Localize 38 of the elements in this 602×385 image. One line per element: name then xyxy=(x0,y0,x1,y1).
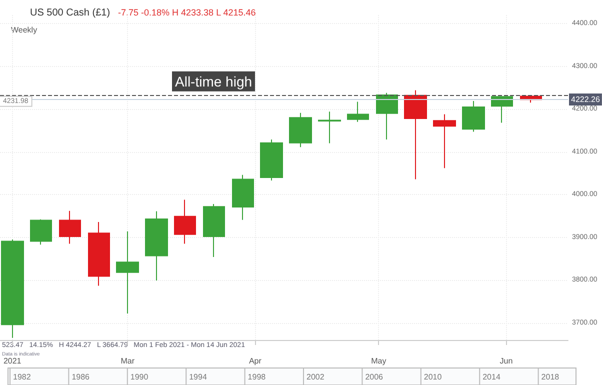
text: 1998 xyxy=(248,372,266,382)
text: 1986 xyxy=(72,372,90,382)
candlestick xyxy=(232,174,254,220)
candlestick xyxy=(289,112,312,148)
candlestick xyxy=(404,90,427,180)
candlestick xyxy=(145,210,168,282)
candlestick xyxy=(203,204,225,258)
x-tick-label: 2021 xyxy=(3,356,22,366)
chart-title: US 500 Cash (£1) xyxy=(30,8,110,18)
text: 2002 xyxy=(306,372,325,382)
text: 2018 xyxy=(541,372,560,382)
text: 2006 xyxy=(365,372,384,382)
text: 1994 xyxy=(189,372,208,382)
text: 1990 xyxy=(130,372,149,382)
candlestick xyxy=(347,101,369,122)
candlestick xyxy=(174,199,196,244)
annotation: Weekly xyxy=(11,26,38,34)
candlestick xyxy=(491,96,513,124)
x-tick-label: Apr xyxy=(248,356,262,366)
candlestick xyxy=(59,210,81,244)
candlestick xyxy=(30,218,52,246)
x-tick-label: Jun xyxy=(500,356,513,366)
candlestick xyxy=(318,111,341,144)
candlestick xyxy=(260,138,283,181)
text: 2014 xyxy=(482,372,501,382)
text: 2010 xyxy=(424,372,442,382)
ref-line-label: 4222.26 xyxy=(571,95,600,104)
x-tick-label: May xyxy=(371,356,386,366)
candlestick xyxy=(116,230,139,314)
text: 1982 xyxy=(13,372,32,382)
candlestick xyxy=(462,100,485,132)
candlestick xyxy=(376,92,398,140)
candlestick xyxy=(433,114,456,169)
annotation: All-time high xyxy=(175,73,252,90)
candlestick xyxy=(88,221,110,286)
x-tick-label: Mar xyxy=(120,356,135,366)
candlestick xyxy=(1,239,24,338)
chart-subtitle: -7.75 -0.18% H 4233.38 L 4215.46 xyxy=(118,8,256,18)
